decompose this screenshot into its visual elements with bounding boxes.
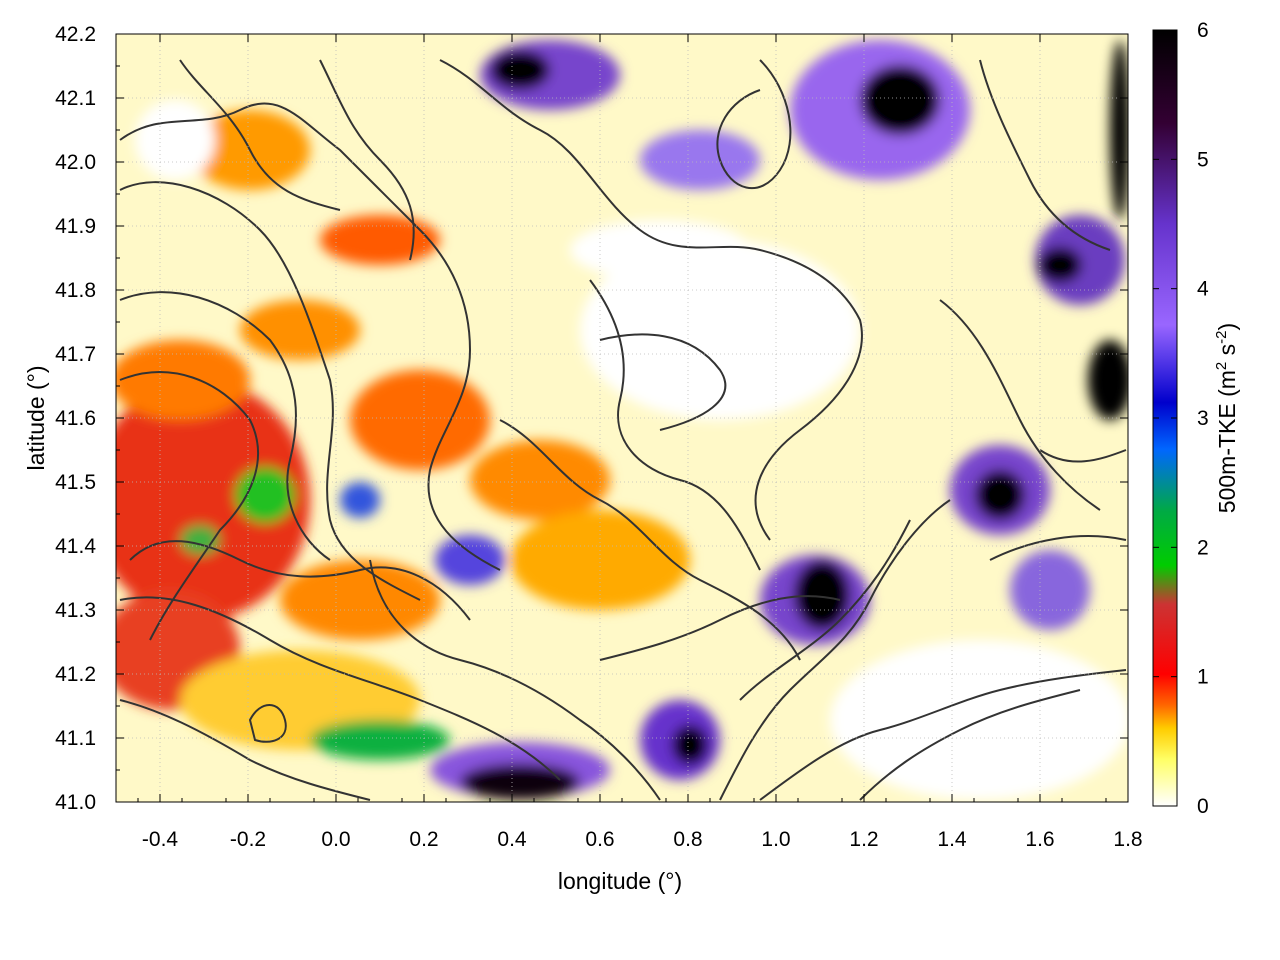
x-tick-label: 1.8 [1113,828,1142,851]
y-tick-label: 41.8 [55,279,96,302]
colorbar-tick-label: 0 [1197,795,1209,818]
heatmap-blobs [116,40,1128,800]
x-tick-label: 1.2 [849,828,878,851]
contour-line [589,279,761,571]
contour-line [939,299,1101,511]
contour-line [119,291,331,561]
y-tick-label: 41.0 [55,791,96,814]
contour-line [119,102,501,571]
heat-blob [280,560,440,640]
heat-blob [350,370,490,470]
contour-line [499,419,801,661]
contour-line [716,59,792,190]
contour-line [369,559,661,801]
colorbar: 0 1 2 3 4 5 6 500m-TKE (m2 s-2) [1152,19,1240,818]
y-tick-label: 42.2 [55,23,96,46]
colorbar-title-sup1: 2 [1213,362,1230,370]
colorbar-title-sup2: -2 [1213,330,1230,343]
contour-line [759,669,1127,801]
intense-area [794,560,850,630]
colorbar-tick-label: 2 [1197,536,1209,559]
colorbar-title-end: ) [1214,323,1240,331]
y-tick-label: 41.9 [55,215,96,238]
intense-area [860,65,940,135]
contour-line [599,595,841,661]
heat-blob [116,340,250,420]
heat-blob [320,215,440,265]
y-axis-title: latitude (°) [23,365,49,470]
heat-blob [235,467,295,523]
heat-blob [116,380,310,620]
y-tick-label: 41.4 [55,535,96,558]
colorbar-title-mid: s [1214,344,1240,362]
calm-area [570,220,750,280]
intense-area [1038,247,1082,283]
intense-area [340,482,380,518]
contour-line [129,540,471,621]
contour-line [739,519,911,701]
contour-line [248,704,287,743]
colorbar-tick-label: 3 [1197,407,1209,430]
y-tick-label: 41.2 [55,663,96,686]
heat-blob [310,720,450,760]
contour-line [1039,449,1127,463]
x-axis-title: longitude (°) [558,868,682,894]
x-tick-label: 1.4 [937,828,967,851]
heatmap-field [116,34,1128,802]
contour-line [439,59,863,541]
heat-blob [470,440,610,520]
y-tick-label: 41.7 [55,343,96,366]
y-tick-label: 42.1 [55,87,96,110]
intense-area [490,50,550,90]
colorbar-tick-label: 4 [1197,278,1209,301]
contour-line [859,689,1081,801]
y-tick-label: 42.0 [55,151,96,174]
intense-area [1088,340,1128,420]
contour-line [319,59,415,261]
colorbar-tick-label: 1 [1197,666,1209,689]
y-tick-label: 41.6 [55,407,96,430]
colorbar-ticks: 0 1 2 3 4 5 6 [1153,19,1209,818]
intense-area [435,535,505,585]
x-tick-labels: -0.4 -0.2 0.0 0.2 0.4 0.6 0.8 1.0 1.2 1.4 1.6 1.8 [142,828,1143,851]
x-tick-label: -0.2 [230,828,266,851]
x-tick-label: 0.0 [321,828,350,851]
x-tick-label: 1.6 [1025,828,1054,851]
heat-blob [240,300,360,360]
intense-area [672,725,708,765]
contour-line [119,181,421,601]
x-tick-label: 0.4 [497,828,527,851]
colorbar-tick-label: 5 [1197,148,1209,171]
contour-line [989,535,1127,561]
contour-lines [119,59,1127,801]
y-tick-labels: 41.0 41.1 41.2 41.3 41.4 41.5 41.6 41.7 41.8 41.9… [55,23,96,814]
calm-area [580,240,860,420]
x-tick-label: 0.6 [585,828,614,851]
contour-line [979,59,1111,251]
intense-area [975,470,1025,520]
y-tick-label: 41.1 [55,727,96,750]
contour-line [719,499,951,801]
intense-area [640,130,760,190]
contour-line [119,699,371,801]
y-tick-label: 41.3 [55,599,96,622]
intense-area [1010,550,1090,630]
contour-line [599,333,727,431]
colorbar-title: 500m-TKE (m2 s-2) [1213,323,1240,513]
colorbar-title-main: 500m-TKE (m [1214,370,1240,513]
contour-line [119,371,259,641]
colorbar-tick-label: 6 [1197,19,1209,42]
intense-area [460,764,580,800]
y-tick-label: 41.5 [55,471,96,494]
intense-area [1110,40,1128,220]
axis-ticks [116,33,1129,803]
calm-area [135,100,215,180]
contour-line [179,59,341,211]
x-tick-label: 1.0 [761,828,790,851]
x-tick-label: 0.8 [673,828,702,851]
x-tick-label: 0.2 [409,828,438,851]
x-tick-label: -0.4 [142,828,179,851]
